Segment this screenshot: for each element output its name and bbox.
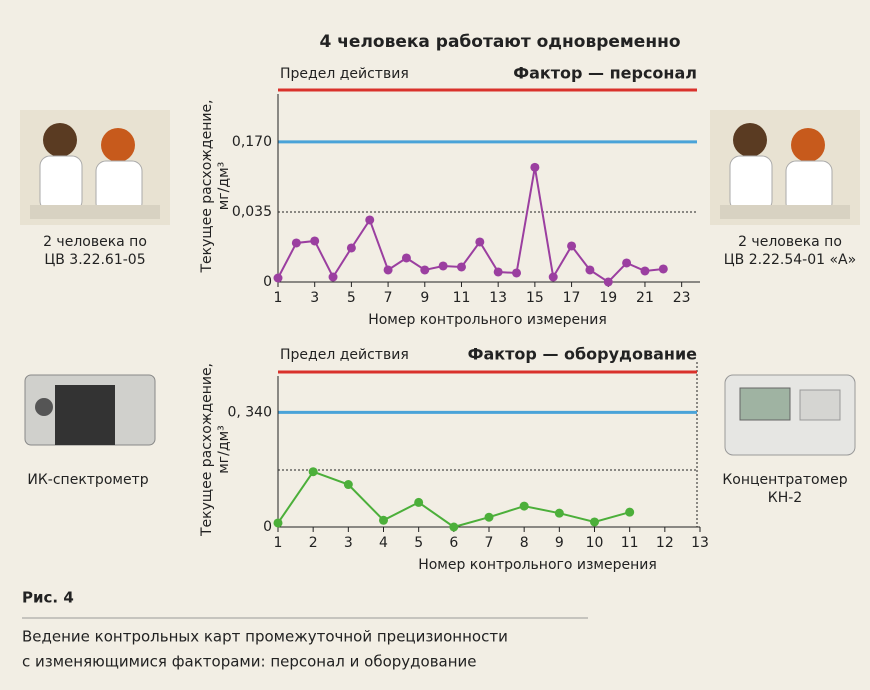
x-tick-label: 8 <box>520 535 529 551</box>
data-point <box>379 516 388 525</box>
x-tick-label: 13 <box>691 535 709 551</box>
y-axis-label: Текущее расхождение, <box>199 99 215 273</box>
data-point <box>274 518 283 527</box>
image-caption: ЦВ 2.22.54-01 «А» <box>724 252 856 268</box>
x-tick-label: 19 <box>599 290 617 306</box>
x-tick-label: 12 <box>656 535 674 551</box>
data-point <box>384 265 393 274</box>
x-tick-label: 1 <box>274 535 283 551</box>
x-tick-label: 13 <box>489 290 507 306</box>
figure: 4 человека работают одновременно 2 челов… <box>0 0 870 690</box>
data-point <box>549 272 558 281</box>
image-caption: ЦВ 3.22.61-05 <box>44 252 145 268</box>
x-tick-label: 2 <box>309 535 318 551</box>
image-caption: КН-2 <box>768 490 802 506</box>
y-tick-label: 0,170 <box>232 134 272 150</box>
data-point <box>420 265 429 274</box>
caption-line: Ведение контрольных карт промежуточной п… <box>22 628 508 646</box>
y-axis-label: мг/дм³ <box>216 162 232 211</box>
people-illustration <box>20 110 170 225</box>
x-tick-label: 9 <box>555 535 564 551</box>
data-point <box>439 261 448 270</box>
data-point <box>309 467 318 476</box>
x-tick-label: 4 <box>379 535 388 551</box>
spectrometer-illustration <box>25 375 155 445</box>
y-tick-label: 0,035 <box>232 204 272 220</box>
chart-subtitle: Фактор — персонал <box>513 64 697 83</box>
background <box>0 0 870 690</box>
x-tick-label: 9 <box>420 290 429 306</box>
data-point <box>659 264 668 273</box>
data-point <box>555 509 564 518</box>
data-point <box>640 266 649 275</box>
x-tick-label: 7 <box>384 290 393 306</box>
data-point <box>494 267 503 276</box>
y-tick-label: 0 <box>263 519 272 535</box>
limit-label: Предел действия <box>280 347 409 363</box>
image-caption: 2 человека по <box>43 234 147 250</box>
data-point <box>402 253 411 262</box>
y-axis-label: Текущее расхождение, <box>199 363 215 537</box>
data-point <box>567 241 576 250</box>
x-axis-label: Номер контрольного измерения <box>368 312 607 328</box>
data-point <box>530 163 539 172</box>
data-point <box>292 238 301 247</box>
data-point <box>585 265 594 274</box>
x-tick-label: 3 <box>344 535 353 551</box>
x-tick-label: 1 <box>274 290 283 306</box>
people-illustration <box>710 110 860 225</box>
x-tick-label: 5 <box>347 290 356 306</box>
x-tick-label: 3 <box>310 290 319 306</box>
concentratometer-illustration <box>725 375 855 455</box>
data-point <box>622 258 631 267</box>
x-tick-label: 5 <box>414 535 423 551</box>
data-point <box>475 237 484 246</box>
data-point <box>457 262 466 271</box>
x-tick-label: 15 <box>526 290 544 306</box>
data-point <box>329 272 338 281</box>
data-point <box>485 513 494 522</box>
caption-line: с изменяющимися факторами: персонал и об… <box>22 653 477 671</box>
x-axis-label: Номер контрольного измерения <box>418 557 657 573</box>
y-axis-label: мг/дм³ <box>216 425 232 474</box>
data-point <box>365 215 374 224</box>
x-tick-label: 11 <box>621 535 639 551</box>
x-tick-label: 21 <box>636 290 654 306</box>
data-point <box>344 480 353 489</box>
figure-label: Рис. 4 <box>22 589 74 607</box>
data-point <box>414 498 423 507</box>
x-tick-label: 7 <box>485 535 494 551</box>
chart-subtitle: Фактор — оборудование <box>468 345 698 364</box>
y-tick-label: 0 <box>263 274 272 290</box>
x-tick-label: 17 <box>563 290 581 306</box>
data-point <box>310 236 319 245</box>
x-tick-label: 10 <box>586 535 604 551</box>
image-caption: Концентратомер <box>722 472 847 488</box>
data-point <box>604 278 613 287</box>
x-tick-label: 23 <box>673 290 691 306</box>
data-point <box>512 268 521 277</box>
data-point <box>449 523 458 532</box>
data-point <box>274 273 283 282</box>
data-point <box>625 508 634 517</box>
limit-label: Предел действия <box>280 66 409 82</box>
image-caption: 2 человека по <box>738 234 842 250</box>
data-point <box>520 502 529 511</box>
figure-title: 4 человека работают одновременно <box>320 32 681 52</box>
data-point <box>347 243 356 252</box>
y-tick-label: 0, 340 <box>227 404 272 420</box>
image-caption: ИК-спектрометр <box>27 472 148 488</box>
x-tick-label: 6 <box>449 535 458 551</box>
data-point <box>590 517 599 526</box>
x-tick-label: 11 <box>453 290 471 306</box>
